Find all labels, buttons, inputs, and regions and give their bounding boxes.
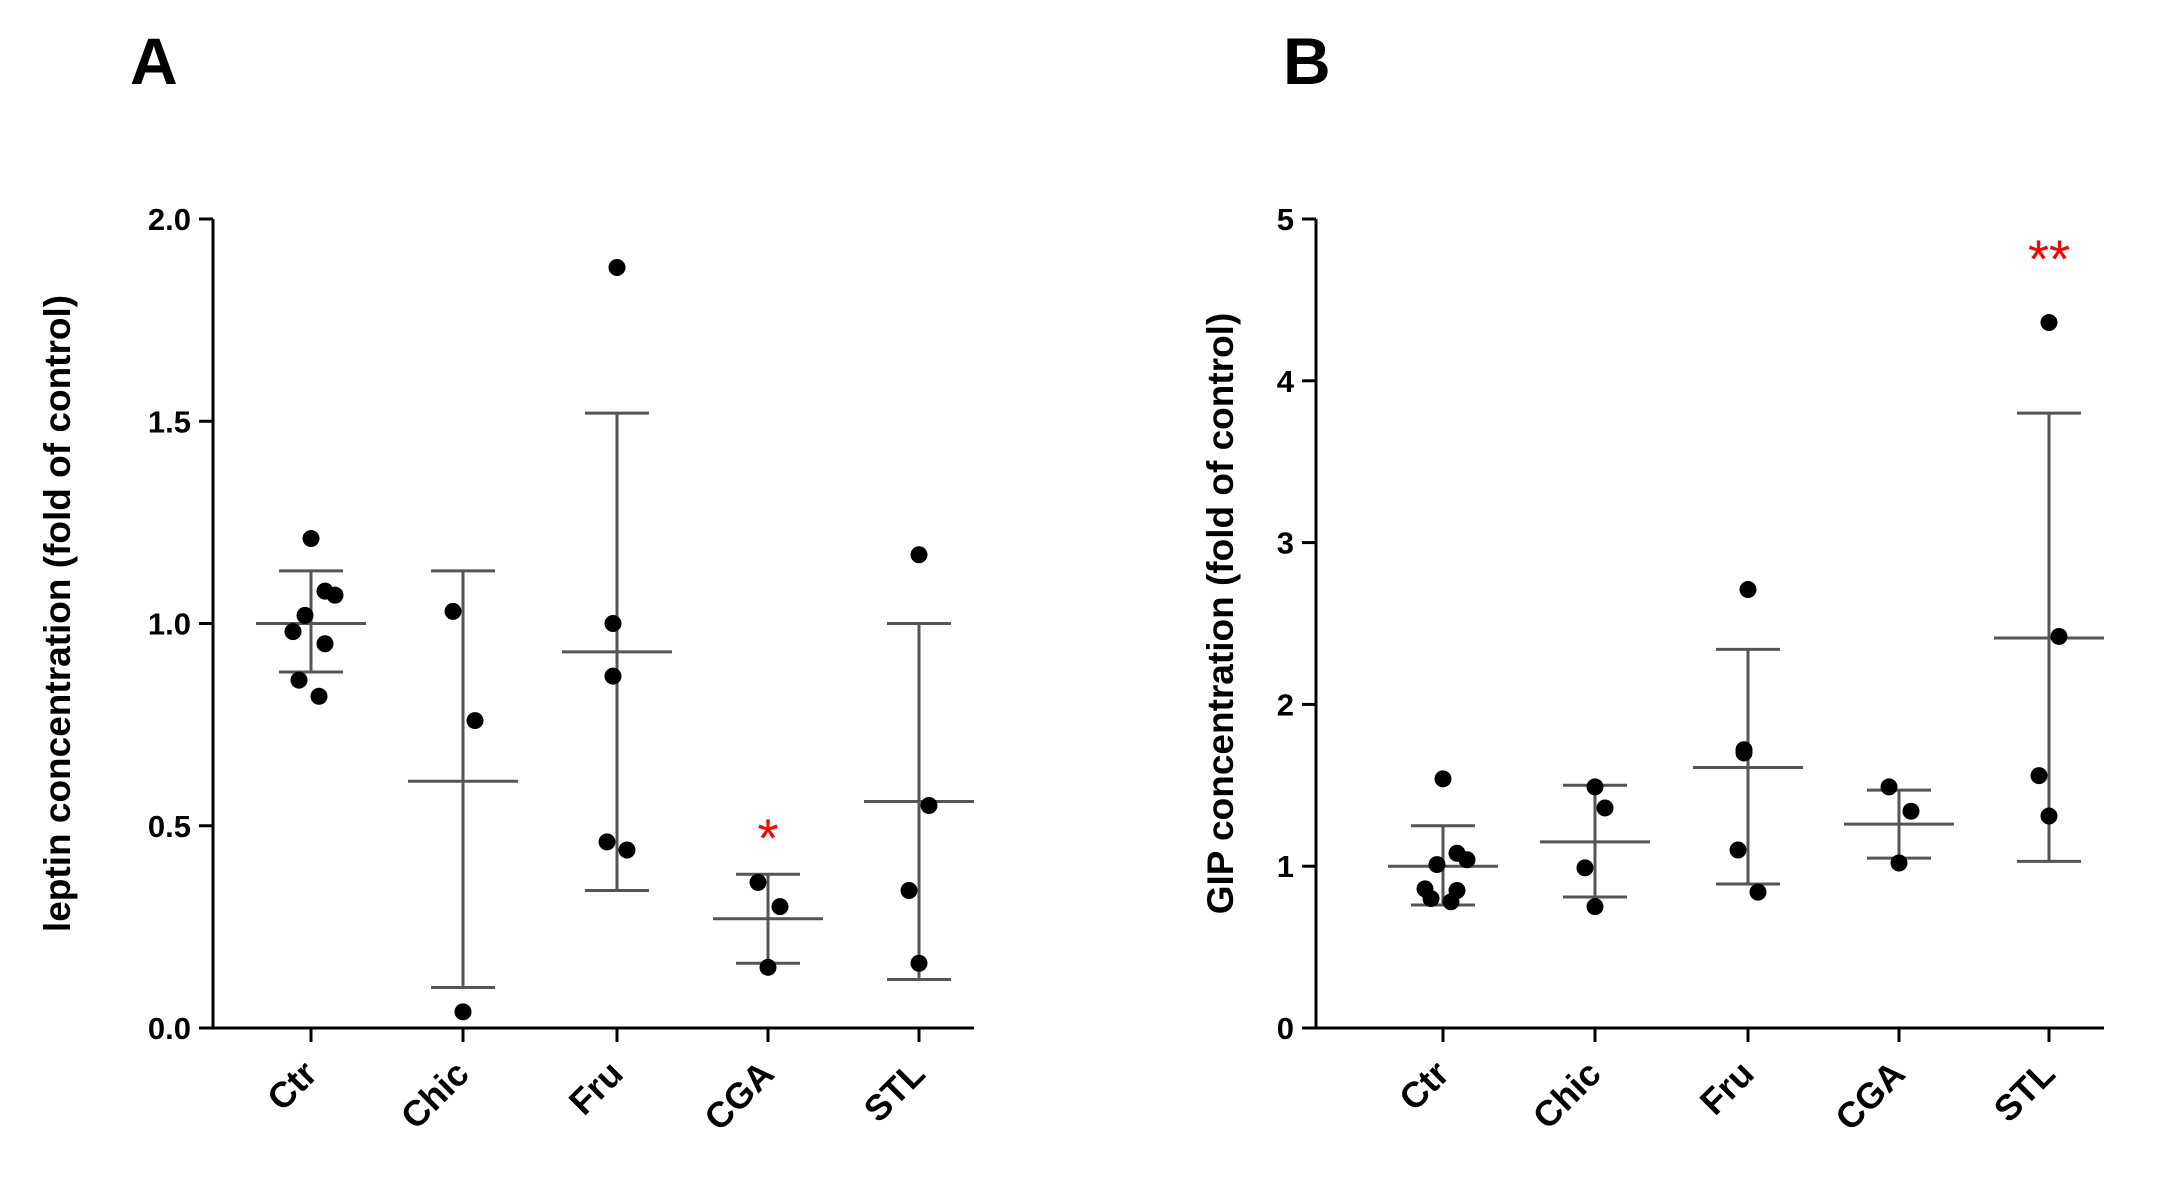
x-tick-label-fru: Fru [561, 1053, 631, 1123]
data-point [1749, 883, 1767, 901]
data-point [310, 687, 328, 705]
y-tick-label: 5 [1277, 202, 1294, 237]
data-point [910, 546, 928, 564]
data-point [2030, 767, 2048, 785]
group-ctr [1388, 770, 1498, 911]
data-point [316, 635, 334, 653]
data-point [920, 797, 938, 815]
group-cga [1844, 778, 1954, 872]
data-point [910, 954, 928, 972]
x-tick-label-ctr: Ctr [1391, 1053, 1457, 1119]
group-stl: ** [1994, 230, 2104, 863]
group-fru [562, 259, 672, 892]
data-point [290, 671, 308, 689]
x-tick-label-ctr: Ctr [259, 1053, 325, 1119]
data-point [1576, 859, 1594, 877]
data-point [296, 606, 314, 624]
panel-letter-a: A [130, 24, 178, 98]
y-tick-label: 4 [1277, 364, 1295, 399]
data-point [771, 898, 789, 916]
data-point [1422, 890, 1440, 908]
panel-letter-b: B [1283, 24, 1331, 98]
data-point [1434, 770, 1452, 788]
data-point [326, 586, 344, 604]
data-point [1428, 856, 1446, 874]
data-point [444, 602, 462, 620]
x-tick-label-chic: Chic [393, 1053, 477, 1137]
y-axis-title: GIP concentration (fold of control) [1200, 313, 1241, 915]
data-point [1739, 581, 1757, 599]
data-point [604, 667, 622, 685]
data-point [900, 881, 918, 899]
y-tick-label: 1.0 [148, 607, 191, 642]
data-point [604, 615, 622, 632]
data-point [2040, 807, 2058, 825]
data-point [1729, 841, 1747, 859]
data-point [1890, 854, 1908, 872]
y-tick-label: 3 [1277, 526, 1294, 561]
data-point [1880, 778, 1898, 796]
data-point [1586, 898, 1604, 916]
data-point [749, 873, 767, 891]
data-point [598, 833, 616, 851]
y-tick-label: 0.0 [148, 1011, 191, 1046]
data-point [608, 259, 626, 277]
data-point [454, 1003, 472, 1021]
data-point [2050, 627, 2068, 645]
data-point [618, 841, 636, 859]
significance-marker: * [757, 808, 778, 868]
y-tick-label: 0.5 [148, 809, 191, 844]
data-point [284, 623, 302, 641]
group-fru [1693, 581, 1803, 901]
y-tick-label: 2 [1277, 687, 1294, 722]
data-point [1902, 802, 1920, 820]
group-chic [408, 569, 518, 1021]
y-tick-label: 2.0 [148, 202, 191, 237]
x-tick-label-stl: STL [1986, 1053, 2063, 1130]
y-tick-label: 1.5 [148, 404, 191, 439]
x-tick-label-chic: Chic [1525, 1053, 1609, 1137]
data-point [302, 530, 320, 548]
significance-marker: ** [2028, 230, 2070, 290]
data-point [1735, 744, 1753, 762]
group-chic [1540, 778, 1650, 916]
group-cga: * [713, 808, 823, 976]
data-point [1442, 893, 1460, 911]
data-point [759, 958, 777, 976]
y-tick-label: 0 [1277, 1011, 1294, 1046]
x-tick-label-fru: Fru [1692, 1053, 1762, 1123]
group-ctr [256, 530, 366, 705]
data-point [1458, 851, 1476, 869]
data-point [1596, 799, 1614, 817]
data-point [2040, 314, 2058, 332]
group-stl [864, 546, 974, 981]
y-axis-title: leptin concentration (fold of control) [37, 295, 78, 932]
panel-a: A 0.0 0.5 1.0 1.5 2.0 leptin concentration (f… [37, 24, 974, 1138]
x-tick-label-stl: STL [856, 1053, 933, 1130]
x-tick-label-cga: CGA [696, 1053, 782, 1139]
y-tick-label: 1 [1277, 849, 1294, 884]
panel-b: B 0 1 2 3 4 5 GIP concentration (fold of contr… [1200, 24, 2104, 1138]
data-point [466, 712, 484, 730]
x-tick-label-cga: CGA [1827, 1053, 1913, 1139]
data-point [1586, 778, 1604, 796]
